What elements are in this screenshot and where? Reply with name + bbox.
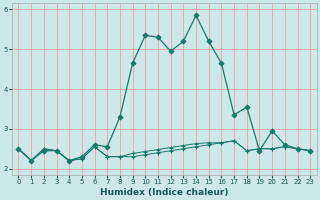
X-axis label: Humidex (Indice chaleur): Humidex (Indice chaleur): [100, 188, 228, 197]
